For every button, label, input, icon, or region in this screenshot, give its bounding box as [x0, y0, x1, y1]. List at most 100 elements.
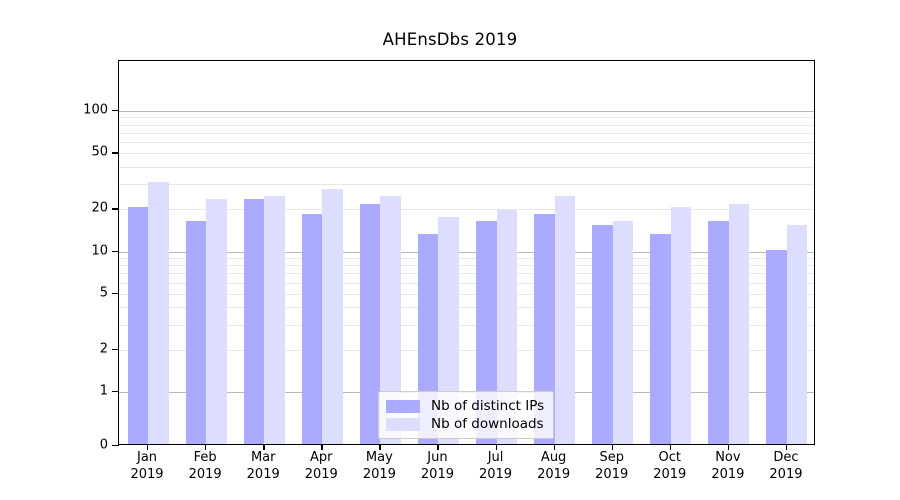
bar — [301, 213, 323, 444]
x-tick-month: Mar — [250, 450, 276, 465]
bar — [496, 210, 518, 444]
gridline-minor — [119, 273, 814, 275]
bar — [650, 233, 671, 444]
x-axis-tick-mark — [495, 444, 497, 450]
x-tick-month: Dec — [773, 450, 799, 465]
x-axis-tick-mark — [263, 444, 265, 450]
gridlines — [119, 61, 814, 444]
bar — [728, 204, 750, 444]
bar — [148, 182, 169, 444]
y-axis-tick-label: 100 — [83, 102, 108, 118]
x-tick-year: 2019 — [537, 467, 571, 482]
y-axis-tick-label: 5 — [99, 285, 108, 301]
x-axis-tick-label: Apr 2019 — [286, 449, 356, 483]
legend-item-downloads: Nb of downloads — [386, 415, 544, 433]
x-axis-tick-label: May 2019 — [344, 449, 414, 483]
gridline-major — [119, 111, 814, 112]
x-axis-tick-mark — [611, 444, 613, 450]
gridline-minor — [119, 257, 814, 259]
x-axis-tick-label: Aug 2019 — [519, 449, 589, 483]
legend-label-ips: Nb of distinct IPs — [431, 398, 545, 414]
x-tick-month: Sep — [599, 450, 624, 465]
x-axis-tick-mark — [437, 444, 439, 450]
bar — [127, 207, 149, 444]
x-tick-year: 2019 — [711, 467, 745, 482]
legend-item-ips: Nb of distinct IPs — [386, 397, 544, 415]
x-axis-tick-mark — [321, 444, 323, 450]
gridline-minor — [119, 117, 814, 119]
x-axis-tick-label: Jan 2019 — [112, 449, 182, 483]
x-tick-month: Jan — [137, 450, 158, 465]
gridline-minor — [119, 282, 814, 284]
x-axis-tick-mark — [785, 444, 788, 450]
gridline-minor — [119, 153, 814, 155]
x-axis-tick-label: Sep 2019 — [577, 449, 647, 483]
gridline-minor — [119, 142, 814, 144]
x-tick-year: 2019 — [769, 467, 803, 482]
x-tick-year: 2019 — [595, 467, 629, 482]
y-axis-tick-mark — [112, 445, 119, 447]
x-axis-tick-mark — [727, 444, 730, 450]
y-axis-tick-mark — [112, 152, 119, 154]
x-axis-tick-label: Feb 2019 — [170, 449, 240, 483]
bar — [612, 220, 634, 444]
gridline-minor — [119, 307, 814, 309]
y-axis-tick-label: 0 — [99, 437, 108, 453]
gridline-minor — [119, 293, 814, 295]
bar — [264, 196, 285, 444]
y-axis-tick-label: 10 — [91, 243, 108, 258]
x-tick-month: Nov — [715, 450, 741, 465]
x-axis-tick-label: Dec 2019 — [751, 449, 821, 483]
x-axis-tick-mark — [147, 444, 149, 450]
x-tick-month: Jul — [487, 450, 504, 465]
x-axis-tick-label: Oct 2019 — [635, 449, 705, 483]
gridline-major — [119, 251, 814, 253]
chart-title: AHEnsDbs 2019 — [382, 30, 518, 49]
bar — [592, 224, 613, 444]
bar — [359, 204, 381, 444]
gridline-minor — [119, 166, 814, 168]
bar — [206, 198, 227, 444]
x-axis-tick-label: Mar 2019 — [228, 449, 298, 483]
x-tick-year: 2019 — [653, 467, 687, 482]
x-axis-tick-label: Nov 2019 — [693, 449, 763, 483]
x-tick-year: 2019 — [188, 467, 222, 482]
y-axis-tick-mark — [112, 391, 119, 393]
legend-label-downloads: Nb of downloads — [431, 416, 544, 432]
x-tick-year: 2019 — [420, 467, 454, 482]
bar — [766, 249, 787, 444]
x-tick-month: Jun — [427, 450, 448, 465]
x-tick-month: May — [365, 450, 393, 465]
gridline-minor — [119, 184, 814, 186]
y-axis-tick-mark — [112, 250, 119, 252]
gridline-minor — [119, 209, 814, 211]
bar — [476, 220, 497, 444]
legend-swatch-ips — [386, 399, 420, 413]
bar — [786, 224, 808, 444]
bar — [534, 213, 555, 444]
x-axis-tick-mark — [379, 444, 381, 450]
bar — [380, 196, 401, 444]
x-tick-month: Aug — [540, 450, 567, 465]
gridline-minor — [119, 265, 814, 267]
x-tick-month: Oct — [658, 450, 682, 465]
x-tick-year: 2019 — [478, 467, 513, 482]
y-axis-tick-label: 50 — [91, 144, 108, 160]
x-tick-year: 2019 — [304, 467, 338, 482]
y-axis-tick-label: 2 — [99, 341, 108, 357]
gridline-minor — [119, 324, 814, 326]
bars-layer — [119, 61, 814, 444]
x-tick-year: 2019 — [246, 467, 280, 482]
x-tick-year: 2019 — [130, 467, 164, 482]
legend-swatch-downloads — [386, 417, 420, 431]
y-axis-tick-mark — [112, 208, 119, 210]
x-tick-month: Feb — [193, 450, 217, 465]
x-tick-month: Apr — [310, 450, 333, 465]
gridline-minor — [119, 349, 814, 351]
x-tick-year: 2019 — [362, 467, 396, 482]
y-axis-tick-mark — [112, 110, 119, 112]
bar — [243, 198, 265, 444]
bar — [322, 188, 343, 444]
bar — [670, 207, 692, 444]
